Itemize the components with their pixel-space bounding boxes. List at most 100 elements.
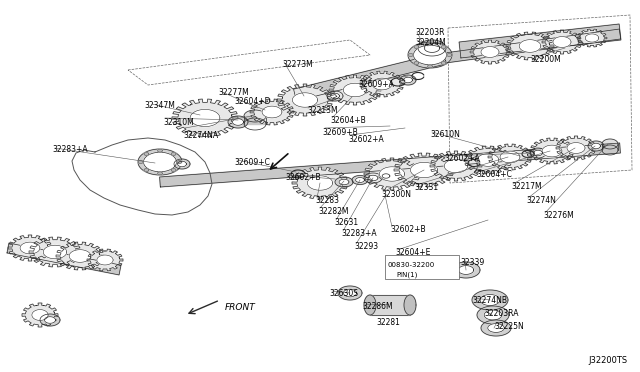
Polygon shape — [364, 173, 382, 183]
Polygon shape — [352, 176, 368, 185]
Text: 32602+B: 32602+B — [285, 173, 321, 182]
Polygon shape — [488, 324, 504, 333]
Polygon shape — [452, 262, 480, 278]
Polygon shape — [178, 161, 186, 167]
Polygon shape — [22, 303, 58, 327]
Polygon shape — [506, 32, 554, 60]
Polygon shape — [87, 249, 123, 271]
Text: 32203R: 32203R — [415, 28, 445, 37]
Polygon shape — [44, 245, 67, 259]
Text: 32609+B: 32609+B — [322, 128, 358, 137]
Polygon shape — [472, 290, 508, 310]
Polygon shape — [327, 91, 343, 101]
Polygon shape — [339, 179, 349, 185]
Text: 32604+B: 32604+B — [330, 116, 365, 125]
Polygon shape — [360, 71, 404, 97]
Text: 32283: 32283 — [315, 196, 339, 205]
Text: FRONT: FRONT — [225, 303, 256, 312]
Text: 32293: 32293 — [354, 242, 378, 251]
Polygon shape — [588, 141, 604, 151]
Polygon shape — [379, 172, 393, 180]
Polygon shape — [228, 116, 248, 128]
Text: 32630S: 32630S — [329, 289, 358, 298]
Polygon shape — [480, 295, 500, 305]
Polygon shape — [382, 174, 390, 178]
Polygon shape — [159, 143, 620, 187]
Text: 32283+A: 32283+A — [341, 229, 376, 238]
Polygon shape — [602, 139, 618, 149]
Polygon shape — [344, 289, 356, 297]
Polygon shape — [29, 237, 81, 267]
Polygon shape — [500, 151, 520, 163]
Polygon shape — [447, 54, 452, 57]
Polygon shape — [368, 175, 378, 181]
Polygon shape — [591, 143, 600, 149]
Text: 32281: 32281 — [376, 318, 400, 327]
Polygon shape — [329, 75, 381, 105]
Text: 32273M: 32273M — [282, 60, 313, 69]
Polygon shape — [477, 306, 509, 324]
Polygon shape — [404, 77, 412, 83]
Polygon shape — [177, 161, 182, 163]
Text: 32631: 32631 — [334, 218, 358, 227]
Polygon shape — [530, 148, 546, 158]
Text: 32276M: 32276M — [543, 211, 573, 220]
Polygon shape — [307, 176, 333, 190]
Polygon shape — [277, 84, 333, 116]
Text: 32277M: 32277M — [218, 88, 249, 97]
Polygon shape — [69, 250, 91, 262]
Text: 32274N: 32274N — [526, 196, 556, 205]
Polygon shape — [364, 295, 376, 315]
Text: 32225N: 32225N — [494, 322, 524, 331]
Polygon shape — [414, 62, 419, 64]
Polygon shape — [400, 75, 416, 85]
Polygon shape — [171, 169, 176, 171]
Polygon shape — [97, 255, 113, 265]
Polygon shape — [370, 295, 410, 315]
Text: 32217M: 32217M — [511, 182, 541, 191]
Polygon shape — [408, 54, 413, 57]
Polygon shape — [144, 153, 149, 155]
Text: 32282M: 32282M — [318, 207, 349, 216]
Polygon shape — [577, 29, 607, 47]
Polygon shape — [372, 78, 392, 90]
Text: 32602+A: 32602+A — [444, 154, 480, 163]
Polygon shape — [567, 142, 585, 153]
Polygon shape — [542, 145, 562, 157]
Text: 32339: 32339 — [460, 258, 484, 267]
Polygon shape — [45, 317, 56, 323]
Polygon shape — [32, 310, 48, 320]
Text: 32274NA: 32274NA — [183, 131, 218, 140]
Polygon shape — [294, 52, 447, 101]
Polygon shape — [292, 93, 317, 107]
Polygon shape — [444, 29, 621, 63]
Polygon shape — [244, 116, 266, 124]
Text: 32604+C: 32604+C — [476, 170, 512, 179]
Polygon shape — [553, 36, 571, 47]
FancyBboxPatch shape — [385, 255, 459, 279]
Text: 32609+C: 32609+C — [234, 158, 270, 167]
Polygon shape — [157, 172, 163, 175]
Polygon shape — [481, 46, 499, 57]
Polygon shape — [519, 40, 541, 52]
Polygon shape — [484, 310, 502, 320]
Text: 32604+D: 32604+D — [234, 97, 271, 106]
Polygon shape — [441, 45, 446, 48]
Polygon shape — [138, 161, 143, 163]
Polygon shape — [143, 152, 177, 172]
Polygon shape — [414, 45, 419, 48]
Polygon shape — [20, 242, 40, 254]
Polygon shape — [364, 158, 420, 190]
Polygon shape — [458, 266, 474, 275]
Text: 32274NB: 32274NB — [472, 296, 507, 305]
Polygon shape — [481, 320, 511, 336]
Polygon shape — [534, 150, 543, 156]
Polygon shape — [430, 151, 482, 181]
Polygon shape — [232, 119, 243, 125]
Polygon shape — [424, 44, 440, 52]
Polygon shape — [444, 159, 468, 173]
Polygon shape — [8, 235, 52, 261]
Polygon shape — [172, 99, 238, 137]
Polygon shape — [138, 149, 182, 175]
Text: 32610N: 32610N — [430, 130, 460, 139]
